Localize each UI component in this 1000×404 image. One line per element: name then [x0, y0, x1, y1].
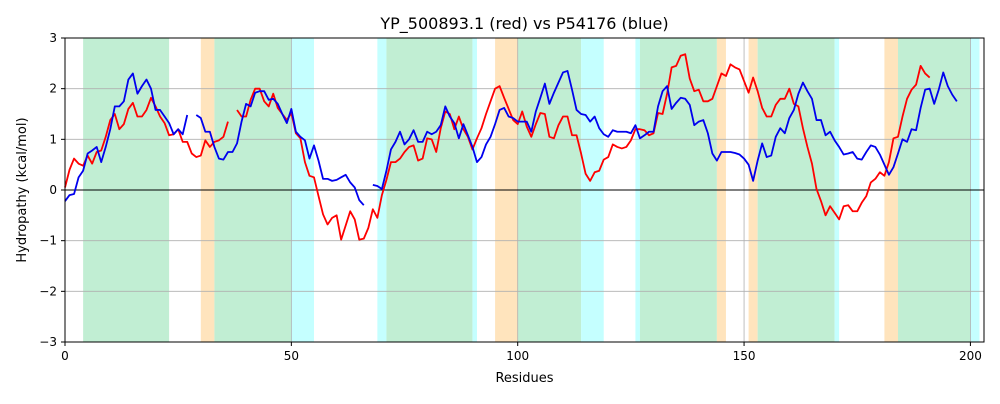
y-tick-label: −3 — [39, 335, 57, 349]
y-tick-label: 0 — [49, 183, 57, 197]
x-axis-label: Residues — [495, 371, 553, 386]
y-tick-label: 1 — [49, 132, 57, 146]
red-series-line — [236, 53, 931, 241]
x-tick-label: 0 — [61, 349, 69, 363]
y-tick-label: −1 — [39, 234, 57, 248]
series-lines — [64, 53, 958, 241]
y-axis-label: Hydropathy (kcal/mol) — [15, 117, 30, 262]
x-tick-label: 150 — [733, 349, 756, 363]
blue-series-line — [64, 72, 189, 202]
red-series-line — [64, 96, 229, 188]
y-tick-label: 2 — [49, 82, 57, 96]
chart-title: YP_500893.1 (red) vs P54176 (blue) — [379, 14, 668, 34]
y-tick-label: −2 — [39, 284, 57, 298]
blue-series-line — [372, 70, 958, 190]
x-tick-label: 200 — [959, 349, 982, 363]
blue-series-line — [195, 90, 365, 206]
x-tick-label: 100 — [506, 349, 529, 363]
x-tick-label: 50 — [284, 349, 299, 363]
y-tick-label: 3 — [49, 31, 57, 45]
axis-ticks: 0 50 100 150 200 −3 −2 −1 0 1 2 3 — [39, 31, 982, 363]
